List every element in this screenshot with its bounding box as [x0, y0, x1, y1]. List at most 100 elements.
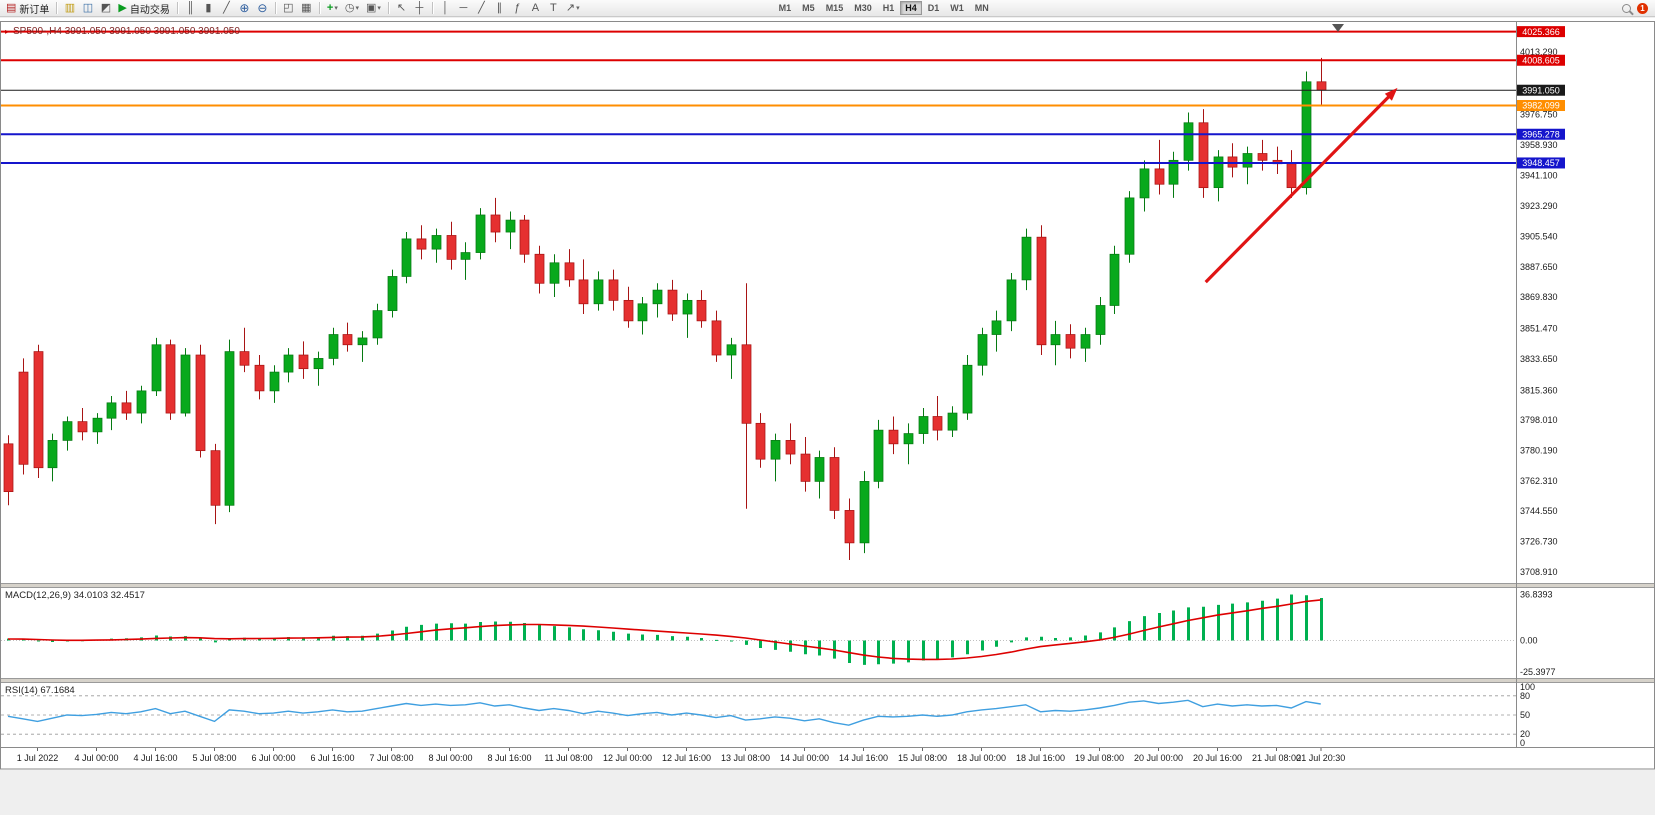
autotrading-button[interactable]: ▶ 自动交易	[115, 1, 172, 16]
candle-body	[1065, 334, 1076, 349]
candle-body	[298, 354, 309, 370]
candle-body	[1198, 122, 1209, 189]
candle-body	[1286, 163, 1297, 189]
refresh-button[interactable]: ◩	[97, 1, 114, 16]
candle-body	[1154, 168, 1165, 185]
candle-body	[254, 364, 265, 392]
svg-text:3780.190: 3780.190	[1520, 445, 1558, 455]
timeframe-MN[interactable]: MN	[974, 3, 989, 13]
time-scale[interactable]: 1 Jul 2022 4 Jul 00:00 4 Jul 16:00 5 Jul 08…	[17, 747, 1346, 763]
timeframe-H1[interactable]: H1	[882, 3, 895, 13]
trend-arrow[interactable]	[1204, 87, 1398, 284]
crosshair-tool-button[interactable]: ┼	[411, 1, 428, 16]
candle-body	[210, 450, 221, 506]
periods-button[interactable]: ◷ ▾	[342, 1, 362, 16]
candle-body	[903, 433, 914, 445]
svg-text:3923.290: 3923.290	[1520, 201, 1558, 211]
text-icon: A	[531, 1, 540, 14]
support-line-upper-price-tag: 3965.278	[1517, 128, 1565, 140]
text-tool-button[interactable]: A	[527, 1, 544, 16]
price-scale[interactable]	[1517, 18, 1655, 747]
rsi-label: RSI(14) 67.1684	[5, 685, 75, 696]
orange-level-line-price-tag: 3982.099	[1517, 100, 1565, 112]
indicators-button[interactable]: + ▾	[324, 1, 341, 16]
candle-body	[534, 253, 545, 284]
notification-badge[interactable]: 1	[1637, 2, 1648, 14]
vertical-line-icon: │	[441, 1, 449, 14]
svg-text:3762.310: 3762.310	[1520, 476, 1558, 486]
time-label: 4 Jul 00:00	[74, 753, 118, 763]
time-label: 20 Jul 00:00	[1134, 753, 1183, 763]
candle-body	[1036, 236, 1047, 346]
fibonacci-tool-button[interactable]: ƒ	[509, 1, 526, 16]
candle-body	[888, 429, 899, 445]
time-label: 21 Jul 20:30	[1296, 753, 1345, 763]
candle-body	[785, 440, 796, 455]
time-label: 18 Jul 00:00	[957, 753, 1006, 763]
time-label: 12 Jul 16:00	[662, 753, 711, 763]
candle-body	[62, 421, 73, 441]
timeframe-M15[interactable]: M15	[825, 3, 844, 13]
candle-body	[283, 354, 294, 373]
grid-icon: ▦	[301, 1, 312, 14]
timeframe-W1[interactable]: W1	[950, 3, 964, 13]
timeframe-M5[interactable]: M5	[802, 3, 815, 13]
current-price-line-price-tag: 3991.050	[1517, 84, 1565, 96]
charts-profile-button[interactable]: ▥	[61, 1, 78, 16]
new-order-button[interactable]: ▤ 新订单	[3, 1, 52, 16]
horizontal-line-tool-button[interactable]: ─	[455, 1, 472, 16]
candle-body	[1213, 156, 1224, 189]
timeframe-H4[interactable]: H4	[900, 1, 922, 15]
candle-body	[711, 320, 722, 356]
arrows-tool-button[interactable]: ↗ ▾	[563, 1, 583, 16]
templates-button[interactable]: ▣ ▾	[363, 1, 384, 16]
svg-text:3708.910: 3708.910	[1520, 567, 1558, 577]
chart-shift-marker[interactable]	[1332, 24, 1344, 32]
svg-text:3744.550: 3744.550	[1520, 506, 1558, 516]
candle-body	[92, 417, 103, 433]
cursor-icon: ↖	[396, 1, 407, 14]
time-label: 6 Jul 16:00	[310, 753, 354, 763]
templates-icon: ▣	[366, 1, 377, 14]
panel-resize-handle[interactable]	[0, 583, 1655, 588]
svg-text:4013.290: 4013.290	[1520, 47, 1558, 57]
candlestick-chart-button[interactable]: ▮	[200, 1, 217, 16]
zoom-out-button[interactable]: ⊖	[254, 1, 271, 16]
resistance-line-lower-price-tag: 4008.605	[1517, 54, 1565, 66]
timeframe-D1[interactable]: D1	[927, 3, 940, 13]
timeframe-M1[interactable]: M1	[778, 3, 792, 13]
chart-marker-icon: ▸	[5, 27, 10, 36]
candle-body	[475, 214, 486, 253]
bar-chart-button[interactable]: ║	[182, 1, 199, 16]
toolbar-separator	[274, 2, 276, 14]
support-line-lower-price-tag: 3948.457	[1517, 157, 1565, 169]
tile-windows-button[interactable]: ◰	[280, 1, 297, 16]
candle-body	[431, 235, 442, 250]
candle-body	[726, 344, 737, 356]
timeframe-M30[interactable]: M30	[854, 3, 872, 13]
candle-body	[18, 371, 29, 465]
panel-resize-handle[interactable]	[0, 678, 1655, 683]
candle-body	[1006, 279, 1017, 322]
grid-button[interactable]: ▦	[298, 1, 315, 16]
line-chart-icon: ╱	[223, 1, 230, 14]
time-label: 18 Jul 16:00	[1016, 753, 1065, 763]
cursor-tool-button[interactable]: ↖	[393, 1, 410, 16]
candle-body	[77, 421, 88, 433]
time-label: 14 Jul 16:00	[839, 753, 888, 763]
line-chart-button[interactable]: ╱	[218, 1, 235, 16]
label-tool-button[interactable]: T	[545, 1, 562, 16]
channel-tool-button[interactable]: ∥	[491, 1, 508, 16]
zoom-in-button[interactable]: ⊕	[236, 1, 253, 16]
candle-body	[741, 344, 752, 424]
svg-text:3905.540: 3905.540	[1520, 231, 1558, 241]
candle-body	[578, 279, 589, 305]
new-chart-button[interactable]: ◫	[79, 1, 96, 16]
vertical-line-tool-button[interactable]: │	[437, 1, 454, 16]
toolbar-separator	[176, 2, 178, 14]
candle-body	[1050, 334, 1061, 346]
candle-body	[1183, 122, 1194, 161]
trendline-tool-button[interactable]: ╱	[473, 1, 490, 16]
candle-body	[446, 235, 457, 260]
search-icon[interactable]	[1622, 3, 1631, 13]
